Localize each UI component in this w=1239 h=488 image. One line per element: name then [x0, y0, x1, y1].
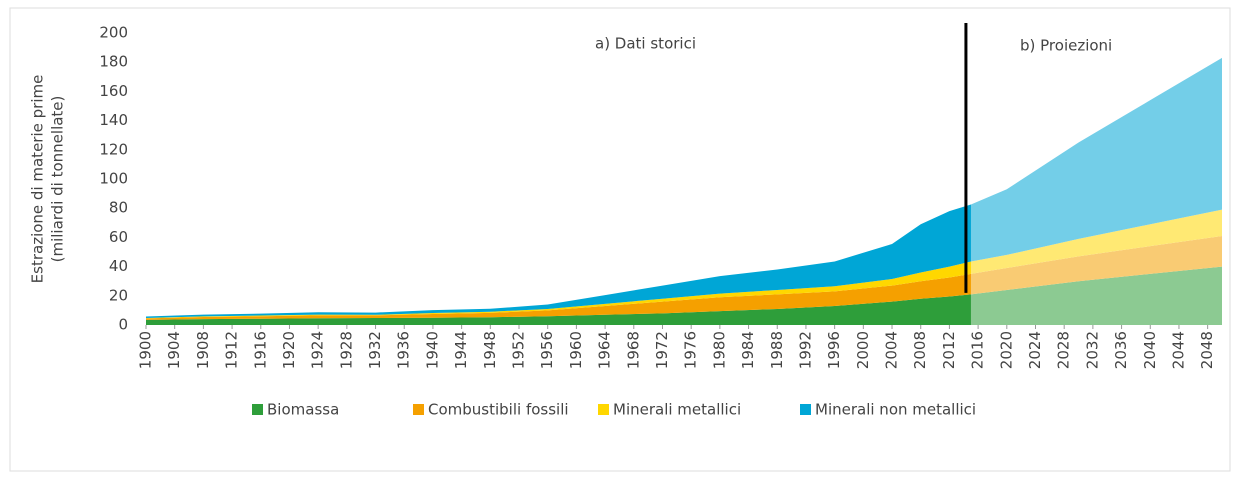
y-tick-label: 100: [99, 170, 128, 188]
x-tick-label: 1920: [280, 331, 298, 369]
x-tick-label: 1996: [825, 331, 843, 369]
legend-label: Minerali non metallici: [815, 401, 976, 419]
x-tick-label: 1984: [739, 331, 757, 369]
legend-swatch: [413, 404, 424, 415]
x-tick-label: 2036: [1112, 331, 1130, 369]
area: [146, 209, 1222, 319]
projection-shade: [970, 21, 1224, 325]
x-tick-label: 2028: [1055, 331, 1073, 369]
annotation: a) Dati storici: [595, 35, 696, 53]
y-tick-label: 20: [109, 286, 128, 304]
x-tick-label: 1948: [481, 331, 499, 369]
legend-label: Combustibili fossili: [428, 401, 569, 419]
x-tick-label: 1956: [538, 331, 556, 369]
x-tick-label: 2000: [854, 331, 872, 369]
x-tick-label: 1916: [251, 331, 269, 369]
x-tick-label: 2040: [1141, 331, 1159, 369]
legend-swatch: [598, 404, 609, 415]
x-tick-label: 1924: [309, 331, 327, 369]
x-tick-label: 1952: [510, 331, 528, 369]
x-tick-label: 1972: [653, 331, 671, 369]
x-tick-label: 1944: [452, 331, 470, 369]
y-axis-label: (miliardi di tonnellate): [49, 96, 67, 263]
x-tick-label: 2020: [997, 331, 1015, 369]
y-tick-label: 40: [109, 257, 128, 275]
y-tick-label: 80: [109, 199, 128, 217]
area: [146, 266, 1222, 325]
chart-frame: [9, 7, 1231, 472]
y-tick-label: 160: [99, 82, 128, 100]
y-tick-label: 120: [99, 140, 128, 158]
x-tick-label: 2012: [940, 331, 958, 369]
y-tick-label: 180: [99, 53, 128, 71]
area: [146, 235, 1222, 320]
legend-swatch: [252, 404, 263, 415]
area: [146, 57, 1222, 318]
y-tick-label: 140: [99, 111, 128, 129]
y-tick-label: 60: [109, 228, 128, 246]
legend-label: Biomassa: [267, 401, 339, 419]
x-tick-label: 1928: [337, 331, 355, 369]
annotation: b) Proiezioni: [1020, 37, 1112, 55]
x-tick-label: 2016: [969, 331, 987, 369]
x-tick-label: 2048: [1198, 331, 1216, 369]
x-tick-label: 1992: [796, 331, 814, 369]
x-tick-label: 1904: [165, 331, 183, 369]
x-tick-label: 1912: [223, 331, 241, 369]
x-tick-label: 2024: [1026, 331, 1044, 369]
x-tick-label: 1976: [682, 331, 700, 369]
x-tick-label: 1932: [366, 331, 384, 369]
x-tick-label: 1964: [596, 331, 614, 369]
legend-swatch: [800, 404, 811, 415]
x-tick-label: 1936: [395, 331, 413, 369]
legend-label: Minerali metallici: [613, 401, 741, 419]
x-tick-label: 2008: [911, 331, 929, 369]
x-tick-label: 1980: [710, 331, 728, 369]
y-tick-label: 200: [99, 24, 128, 42]
x-tick-label: 1960: [567, 331, 585, 369]
y-tick-label: 0: [118, 316, 128, 334]
x-tick-label: 2032: [1083, 331, 1101, 369]
x-tick-label: 1968: [624, 331, 642, 369]
x-tick-label: 1940: [423, 331, 441, 369]
x-tick-label: 2004: [883, 331, 901, 369]
y-axis-label: Estrazione di materie prime: [29, 75, 47, 284]
x-tick-label: 1900: [137, 331, 155, 369]
x-tick-label: 2044: [1169, 331, 1187, 369]
x-tick-label: 1908: [194, 331, 212, 369]
x-tick-label: 1988: [768, 331, 786, 369]
